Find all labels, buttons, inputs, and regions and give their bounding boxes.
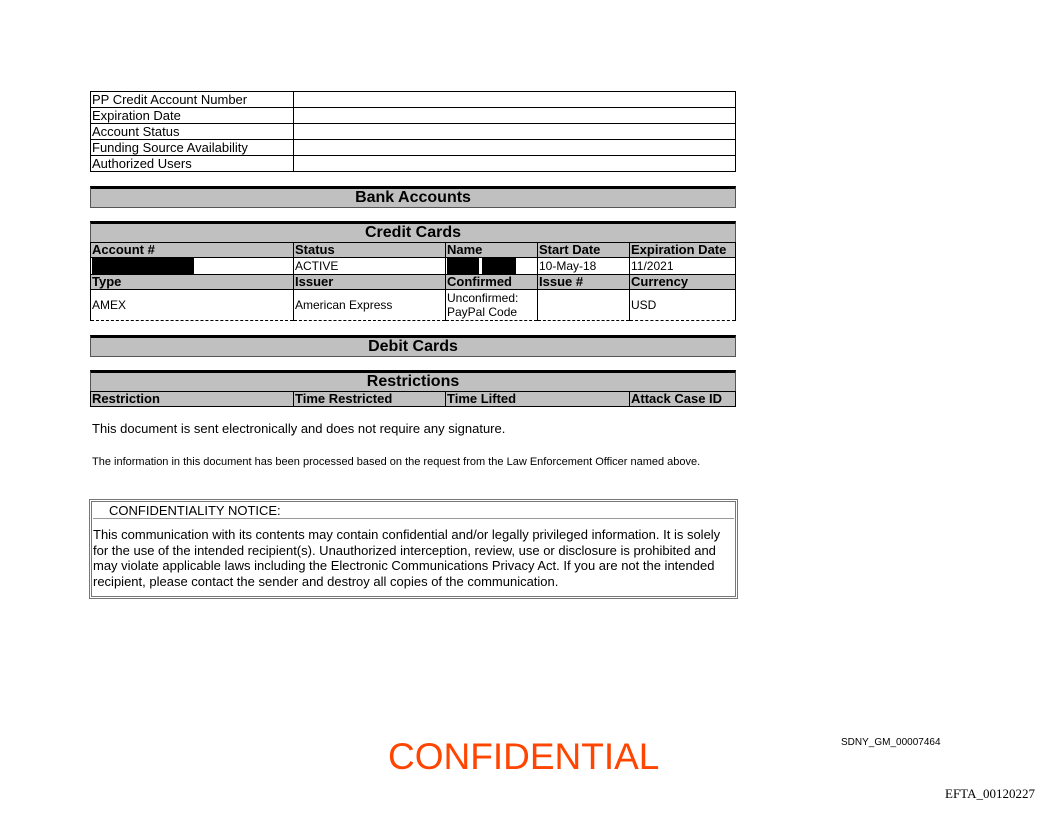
col-header: Time Restricted: [293, 391, 446, 407]
col-header: Expiration Date: [629, 242, 736, 258]
label: PP Credit Account Number: [90, 91, 294, 108]
col-header: Issue #: [537, 274, 630, 290]
account-info-table: PP Credit Account Number Expiration Date…: [90, 91, 736, 172]
value: [293, 155, 736, 172]
col-header: Account #: [90, 242, 294, 258]
bates-number: SDNY_GM_00007464: [841, 737, 941, 748]
value: [293, 91, 736, 108]
issue-cell: [537, 289, 630, 321]
processed-note: The information in this document has bee…: [92, 456, 701, 468]
redaction-box: [447, 258, 479, 274]
table-row: ACTIVE 10-May-18 11/2021: [90, 257, 736, 275]
redaction-box: [92, 258, 194, 274]
table-row: Authorized Users: [90, 155, 736, 172]
table-header-row: Restriction Time Restricted Time Lifted …: [90, 391, 736, 407]
col-header: Attack Case ID: [629, 391, 736, 407]
restrictions-header: Restrictions: [90, 370, 736, 392]
value: [293, 107, 736, 124]
col-header: Restriction: [90, 391, 294, 407]
confidential-stamp: CONFIDENTIAL: [388, 736, 660, 777]
col-header: Type: [90, 274, 294, 290]
start-date-cell: 10-May-18: [537, 257, 630, 275]
currency-cell: USD: [629, 289, 736, 321]
col-header: Status: [293, 242, 446, 258]
confidentiality-title: CONFIDENTIALITY NOTICE:: [93, 503, 734, 519]
confidentiality-body: This communication with its contents may…: [93, 527, 721, 589]
bank-accounts-header: Bank Accounts: [90, 186, 736, 208]
account-number-cell: [90, 257, 294, 275]
col-header: [537, 391, 630, 407]
label: Authorized Users: [90, 155, 294, 172]
credit-cards-header: Credit Cards: [90, 221, 736, 243]
label: Funding Source Availability: [90, 139, 294, 156]
confidentiality-notice: CONFIDENTIALITY NOTICE: This communicati…: [89, 499, 738, 599]
name-cell: [445, 257, 538, 275]
col-header: Confirmed: [445, 274, 538, 290]
col-header: Start Date: [537, 242, 630, 258]
status-cell: ACTIVE: [293, 257, 446, 275]
signature-note: This document is sent electronically and…: [92, 421, 506, 436]
table-row: AMEX American Express Unconfirmed: PayPal…: [90, 289, 736, 321]
col-header: Currency: [629, 274, 736, 290]
table-row: PP Credit Account Number: [90, 91, 736, 108]
credit-cards-table: Account # Status Name Start Date Expirat…: [90, 242, 736, 321]
label: Expiration Date: [90, 107, 294, 124]
type-cell: AMEX: [90, 289, 294, 321]
col-header: Name: [445, 242, 538, 258]
table-row: Funding Source Availability: [90, 139, 736, 156]
table-row: Account Status: [90, 123, 736, 140]
expiration-date-cell: 11/2021: [629, 257, 736, 275]
debit-cards-header: Debit Cards: [90, 335, 736, 357]
issuer-cell: American Express: [293, 289, 446, 321]
restrictions-table: Restriction Time Restricted Time Lifted …: [90, 391, 736, 407]
confirmed-line: Unconfirmed:: [447, 291, 519, 305]
efta-number: EFTA_00120227: [945, 786, 1035, 801]
label: Account Status: [90, 123, 294, 140]
value: [293, 139, 736, 156]
redaction-box: [482, 258, 517, 274]
col-header: Time Lifted: [445, 391, 538, 407]
value: [293, 123, 736, 140]
table-header-row: Account # Status Name Start Date Expirat…: [90, 242, 736, 258]
col-header: Issuer: [293, 274, 446, 290]
confirmed-cell: Unconfirmed: PayPal Code: [445, 289, 538, 321]
table-row: Expiration Date: [90, 107, 736, 124]
confirmed-line: PayPal Code: [447, 305, 518, 319]
table-header-row: Type Issuer Confirmed Issue # Currency: [90, 274, 736, 290]
